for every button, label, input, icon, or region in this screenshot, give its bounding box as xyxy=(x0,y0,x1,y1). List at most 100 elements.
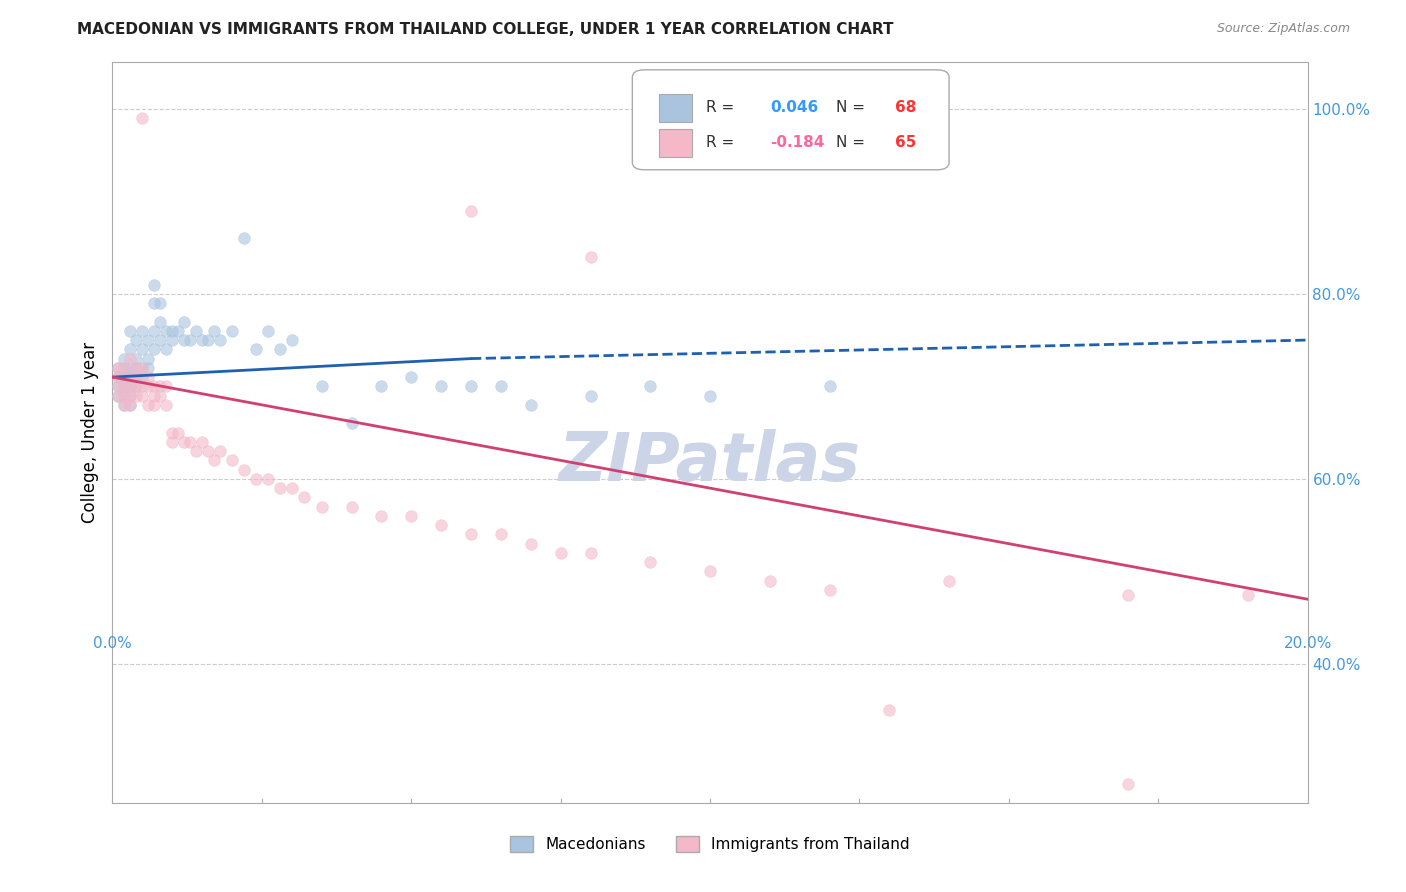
Point xyxy=(107,370,129,384)
Point xyxy=(579,250,602,264)
Point xyxy=(269,343,291,357)
Point xyxy=(107,379,129,393)
Point xyxy=(155,324,177,338)
Point xyxy=(191,333,214,347)
Point xyxy=(1118,588,1140,602)
Point xyxy=(640,379,662,393)
Point xyxy=(107,389,129,403)
Point xyxy=(430,379,453,393)
Point xyxy=(155,343,177,357)
Point xyxy=(120,351,142,366)
Point xyxy=(149,333,172,347)
Point xyxy=(143,296,166,310)
Point xyxy=(120,379,142,393)
Point xyxy=(107,389,129,403)
Point xyxy=(125,379,148,393)
Point xyxy=(579,546,602,560)
Point xyxy=(1118,777,1140,791)
Point xyxy=(120,398,142,412)
Point xyxy=(114,398,135,412)
Legend: Macedonians, Immigrants from Thailand: Macedonians, Immigrants from Thailand xyxy=(503,830,917,858)
Point xyxy=(520,536,543,550)
Point xyxy=(138,398,160,412)
Point xyxy=(191,434,214,449)
Point xyxy=(401,370,423,384)
Point xyxy=(114,398,135,412)
Point xyxy=(233,462,256,476)
Point xyxy=(430,518,453,533)
Point xyxy=(107,360,129,375)
Point xyxy=(107,379,129,393)
Point xyxy=(131,389,153,403)
Point xyxy=(162,333,183,347)
Point xyxy=(138,351,160,366)
Point xyxy=(125,360,148,375)
Point xyxy=(149,315,172,329)
Point xyxy=(155,379,177,393)
Text: R =: R = xyxy=(706,100,740,115)
Point xyxy=(818,379,841,393)
Point xyxy=(143,389,166,403)
Point xyxy=(125,389,148,403)
Point xyxy=(257,472,280,486)
Point xyxy=(167,425,190,440)
Point xyxy=(292,491,315,505)
Point xyxy=(131,370,153,384)
Point xyxy=(131,343,153,357)
Point xyxy=(131,360,153,375)
Point xyxy=(143,343,166,357)
Point xyxy=(173,315,195,329)
Point xyxy=(162,434,183,449)
Point xyxy=(114,379,135,393)
Point xyxy=(162,324,183,338)
Point xyxy=(120,389,142,403)
Point xyxy=(114,360,135,375)
Point xyxy=(131,379,153,393)
Point xyxy=(520,398,543,412)
Point xyxy=(149,389,172,403)
Point xyxy=(202,453,225,467)
Point xyxy=(125,379,148,393)
Point xyxy=(221,453,243,467)
Point xyxy=(1237,588,1260,602)
Point xyxy=(401,508,423,523)
Text: 68: 68 xyxy=(896,100,917,115)
Point xyxy=(149,379,172,393)
Point xyxy=(120,343,142,357)
Point xyxy=(162,425,183,440)
Point xyxy=(125,360,148,375)
Point xyxy=(245,343,267,357)
Point xyxy=(120,389,142,403)
Point xyxy=(114,370,135,384)
Point xyxy=(138,333,160,347)
Text: R =: R = xyxy=(706,135,740,150)
FancyBboxPatch shape xyxy=(633,70,949,169)
Point xyxy=(197,333,219,347)
Text: 65: 65 xyxy=(896,135,917,150)
Point xyxy=(167,324,190,338)
Text: Source: ZipAtlas.com: Source: ZipAtlas.com xyxy=(1216,22,1350,36)
Point xyxy=(114,379,135,393)
Point xyxy=(340,417,363,431)
Text: ZIPatlas: ZIPatlas xyxy=(560,429,860,495)
Point xyxy=(138,360,160,375)
Point xyxy=(281,333,304,347)
Text: 0.046: 0.046 xyxy=(770,100,818,115)
Point xyxy=(186,324,208,338)
Point xyxy=(120,370,142,384)
Point xyxy=(107,360,129,375)
Point xyxy=(489,379,512,393)
Point xyxy=(114,360,135,375)
Point xyxy=(143,324,166,338)
Text: -0.184: -0.184 xyxy=(770,135,824,150)
FancyBboxPatch shape xyxy=(658,95,692,122)
Point xyxy=(138,370,160,384)
Point xyxy=(370,379,392,393)
Point xyxy=(489,527,512,541)
Point xyxy=(233,231,256,245)
Point xyxy=(114,389,135,403)
Text: MACEDONIAN VS IMMIGRANTS FROM THAILAND COLLEGE, UNDER 1 YEAR CORRELATION CHART: MACEDONIAN VS IMMIGRANTS FROM THAILAND C… xyxy=(77,22,894,37)
Point xyxy=(143,379,166,393)
FancyBboxPatch shape xyxy=(658,129,692,157)
Point xyxy=(120,370,142,384)
